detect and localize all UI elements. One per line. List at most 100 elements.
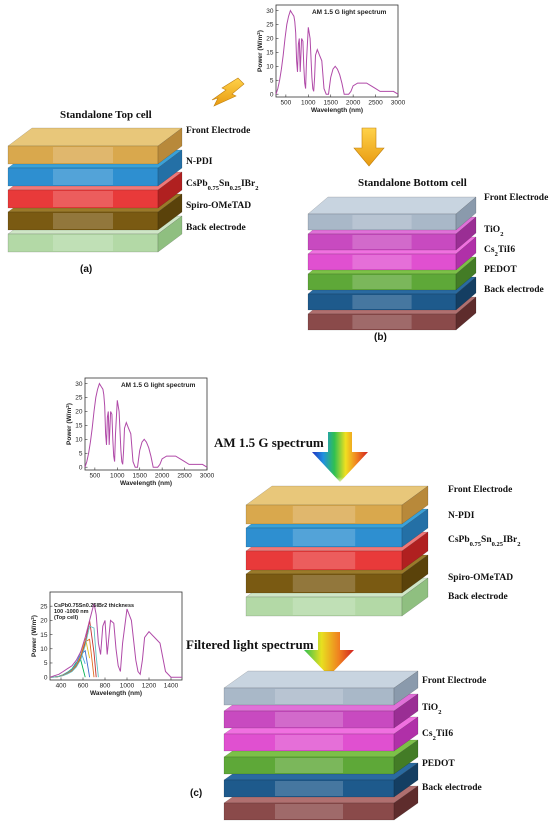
y-tick-label: 20 [75, 409, 83, 416]
y-tick-label: 0 [79, 464, 83, 471]
x-tick-label: 1000 [110, 473, 125, 480]
layer-0 [7, 127, 183, 165]
panel-a-title: Standalone Top cell [60, 109, 152, 121]
layer-shine [352, 315, 412, 329]
panel-b-title: Standalone Bottom cell [358, 177, 467, 189]
bottom-cell-stack: Front Electrode TiO2 Cs2TiI6 PEDOT Back elec… [307, 193, 548, 331]
chart-title: AM 1.5 G light spectrum [121, 382, 196, 389]
filtered-spectrum-chart: 400 600 800 1000 1200 1400 0 5 10 15 20 25 Wavelengt… [30, 591, 183, 697]
legend-line-1: CsPb0.75Sn0.25IBr2 thickness [54, 603, 134, 609]
x-tick-label: 1400 [164, 683, 179, 690]
y-tick-label: 0 [270, 91, 274, 98]
filtered-series-line [49, 625, 99, 678]
layer-shine [275, 689, 343, 704]
layer-side-face [393, 670, 419, 706]
layer-shine [275, 735, 343, 750]
layer-shine [292, 598, 356, 615]
layer-label: Cs2TiI6 [422, 729, 453, 742]
layer-top-face [7, 127, 183, 147]
y-tick-label: 15 [266, 50, 274, 57]
y-axis-label: Power (W/m2) [256, 30, 265, 72]
x-tick-label: 3000 [391, 100, 406, 107]
layer-shine [53, 169, 113, 185]
x-tick-label: 1200 [142, 683, 157, 690]
panel-c-caption: (c) [190, 788, 202, 799]
x-tick-label: 2000 [155, 473, 170, 480]
tandem-bottom-stack: Front Electrode TiO2 Cs2TiI6 PEDOT Back elec… [223, 670, 486, 821]
layer-shine [292, 575, 356, 592]
filtered-spectrum-label: Filtered light spectrum [186, 637, 314, 652]
layer-side-face [401, 508, 429, 548]
y-tick-label: 20 [40, 618, 48, 625]
layer-side-face [401, 577, 429, 617]
layer-top-face [245, 485, 429, 506]
arrow-right-to-bottom-cell [353, 127, 385, 167]
y-axis-label: Power (W/m2) [30, 615, 39, 657]
legend-line-3: (Top cell) [54, 615, 78, 621]
y-tick-label: 0 [44, 674, 48, 681]
layer-shine [292, 506, 356, 523]
x-tick-label: 1000 [120, 683, 135, 690]
layer-side-face [393, 693, 419, 729]
chart-title: AM 1.5 G light spectrum [312, 9, 387, 16]
layer-shine [53, 147, 113, 163]
panel-a-caption: (a) [80, 264, 92, 275]
x-tick-label: 1500 [323, 100, 338, 107]
layer-shine [275, 758, 343, 773]
x-tick-label: 3000 [200, 473, 215, 480]
layer-top-face [223, 670, 419, 689]
layer-0 [307, 196, 477, 231]
panel-b-caption: (b) [374, 332, 387, 343]
x-tick-label: 2500 [368, 100, 383, 107]
layer-shine [53, 191, 113, 207]
y-tick-label: 10 [40, 646, 48, 653]
layer-shine [53, 235, 113, 251]
layer-side-face [157, 149, 183, 187]
am15-spectrum-chart-c: 500 1000 1500 2000 2500 3000 0 5 10 15 20 25 30 Wavel… [65, 377, 215, 487]
tandem-top-stack: Front Electrode N-PDI CsPb0.75Sn0.25IBr2 Sp… [245, 485, 520, 617]
y-tick-label: 15 [75, 423, 83, 430]
layer-shine [352, 215, 412, 229]
x-axis-label: Wavelength (nm) [90, 690, 142, 697]
y-tick-label: 25 [40, 603, 48, 610]
y-tick-label: 5 [44, 660, 48, 667]
y-tick-label: 10 [75, 437, 83, 444]
spectrum-line [84, 382, 208, 468]
layer-side-face [393, 762, 419, 798]
y-tick-label: 15 [40, 632, 48, 639]
am15-spectrum-chart-top: 500 1000 1500 2000 2500 3000 0 5 10 15 20 25 30 Wavel… [256, 4, 406, 114]
am-spectrum-label: AM 1.5 G spectrum [214, 435, 324, 450]
layer-shine [275, 804, 343, 819]
layer-side-face [393, 785, 419, 821]
x-tick-label: 1000 [301, 100, 316, 107]
x-tick-label: 400 [56, 683, 67, 690]
top-cell-stack: Front Electrode N-PDI CsPb0.75Sn0.25IBr2 Sp… [7, 126, 258, 253]
layer-side-face [157, 193, 183, 231]
x-tick-label: 800 [100, 683, 111, 690]
y-tick-label: 5 [79, 450, 83, 457]
layer-shine [292, 552, 356, 569]
layer-side-face [455, 196, 477, 231]
layer-label: Back electrode [448, 592, 508, 602]
layer-side-face [401, 531, 429, 571]
layer-side-face [157, 127, 183, 165]
y-tick-label: 30 [75, 381, 83, 388]
y-tick-label: 10 [266, 64, 274, 71]
y-tick-label: 25 [75, 395, 83, 402]
layer-side-face [455, 236, 477, 271]
layer-label: Back electrode [422, 783, 482, 793]
layer-label: N-PDI [448, 511, 475, 521]
layer-label: Front Electrode [422, 676, 486, 686]
layer-side-face [455, 276, 477, 311]
layer-side-face [401, 554, 429, 594]
layer-side-face [455, 296, 477, 331]
spectrum-line [49, 603, 182, 678]
spectrum-line [275, 9, 399, 95]
layer-label: Cs2TiI6 [484, 245, 515, 258]
legend-line-2: 100 -1000 nm [54, 609, 89, 615]
layer-0 [223, 670, 419, 706]
layer-side-face [393, 716, 419, 752]
layer-label: Front Electrode [186, 126, 250, 136]
layer-label: TiO2 [422, 703, 441, 716]
y-tick-label: 30 [266, 8, 274, 15]
